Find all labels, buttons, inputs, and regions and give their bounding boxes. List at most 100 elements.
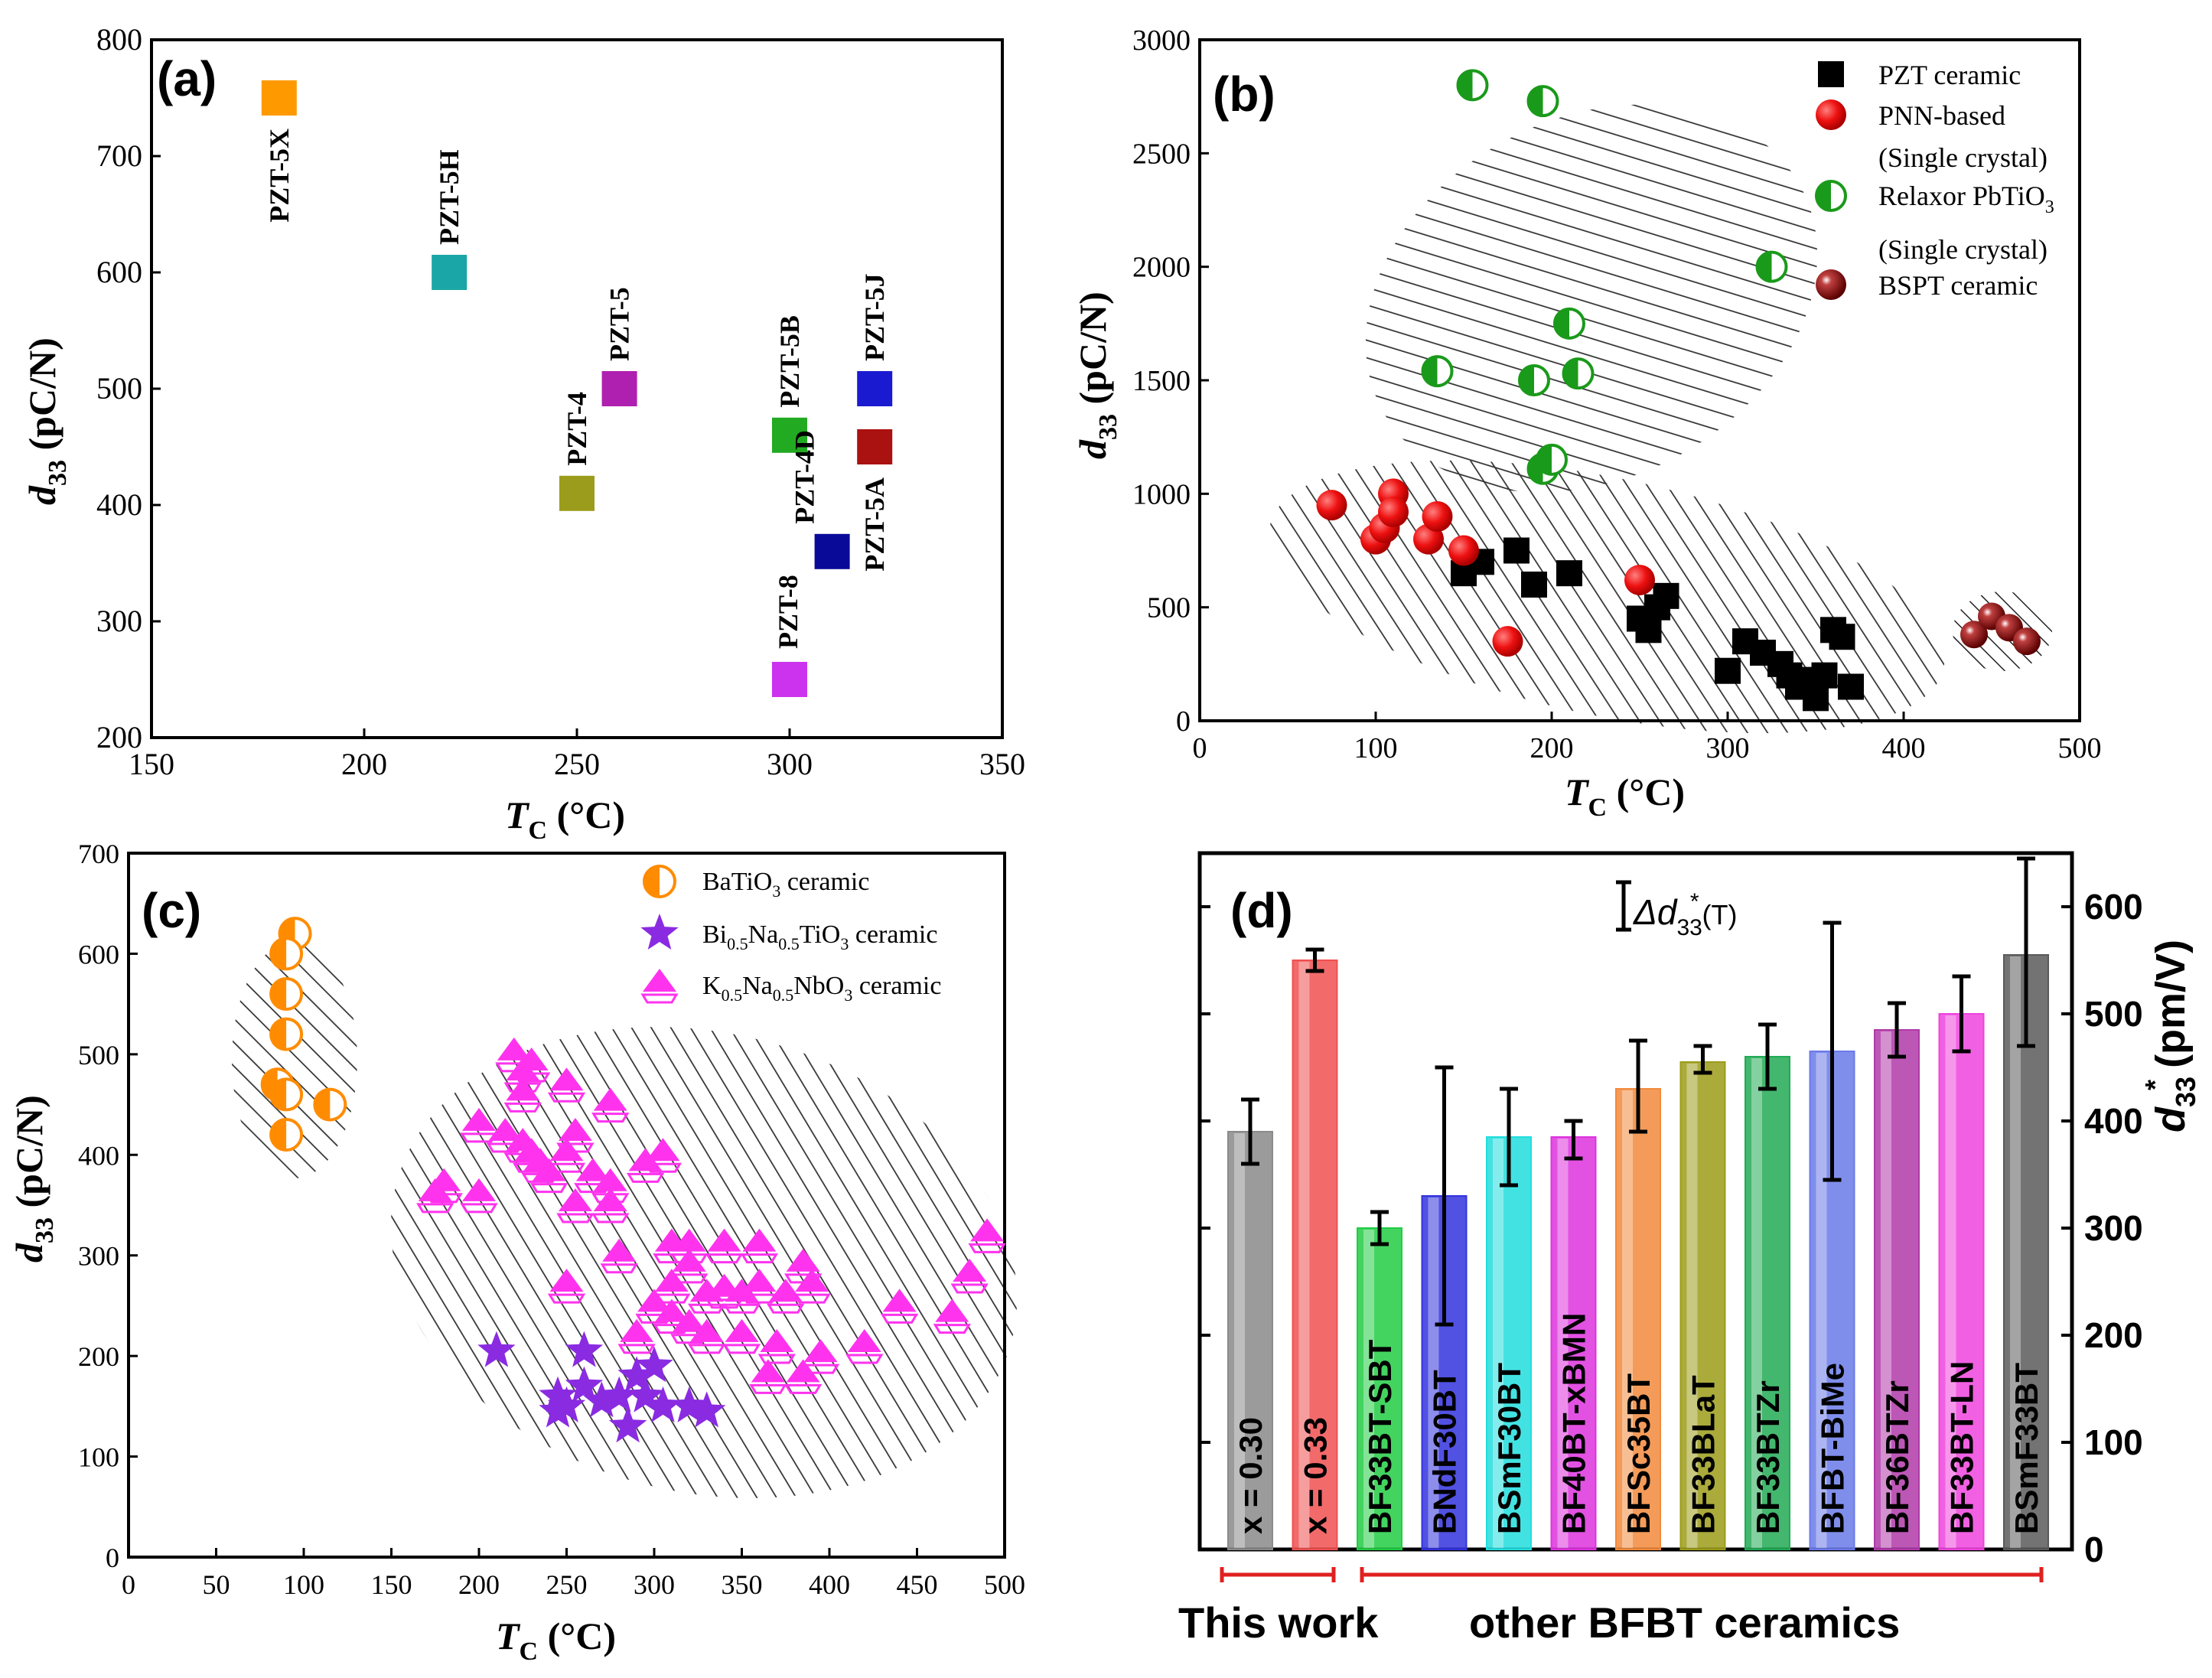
c-bnt-marker xyxy=(539,1391,577,1428)
c-leg3-tail: NbO xyxy=(793,972,844,1000)
a-ytick-label: 600 xyxy=(96,255,142,289)
c-knn-marker xyxy=(591,1087,630,1123)
d-category-label: x = 0.30 xyxy=(1233,1417,1269,1534)
c-knn-marker xyxy=(950,1259,989,1294)
c-leg2-s3: 3 xyxy=(840,934,849,953)
b-legend-pzt-marker xyxy=(1818,61,1844,87)
a-xtick-label: 200 xyxy=(341,747,387,781)
a-ylabel-unit: (pC/N) xyxy=(21,337,64,460)
a-xlabel-main: T xyxy=(505,793,530,836)
b-legend-pnn: PNN-based xyxy=(1878,100,2005,131)
d-category-label: BFBT-BiMe xyxy=(1815,1363,1851,1534)
a-point-label: PZT-4 xyxy=(562,392,592,466)
c-batio3-marker xyxy=(269,1017,304,1051)
c-batio3-marker xyxy=(269,937,304,971)
d-category-label: BF33BTZr xyxy=(1750,1380,1786,1534)
b-legend-relaxor-sub: (Single crystal) xyxy=(1878,234,2047,265)
b-ytick-label: 1500 xyxy=(1132,365,1191,397)
d-bar xyxy=(1357,1227,1402,1550)
a-point-marker xyxy=(559,475,595,511)
panel-c-xlabel: TC (°C) xyxy=(496,1614,616,1666)
d-leg-tail: (T) xyxy=(1702,899,1738,930)
c-knn-marker xyxy=(460,1178,498,1214)
b-pzt-marker xyxy=(1811,662,1838,689)
d-ytick-label: 300 xyxy=(2084,1208,2143,1248)
d-leg-sup: * xyxy=(1690,889,1699,914)
b-hatch-relaxor xyxy=(1365,104,1818,493)
c-bnt-marker xyxy=(688,1391,726,1428)
a-point-label: PZT-5A xyxy=(859,477,890,572)
a-xtick-label: 150 xyxy=(129,747,174,781)
c-leg3-s1: 0.5 xyxy=(722,986,743,1005)
c-ytick-label: 0 xyxy=(106,1543,119,1573)
b-pzt-marker xyxy=(1503,537,1530,564)
c-xtick-label: 0 xyxy=(122,1569,135,1600)
c-knn-marker xyxy=(486,1118,524,1153)
c-knn-marker xyxy=(767,1279,805,1314)
c-bnt-marker xyxy=(547,1386,586,1422)
c-knn-marker xyxy=(574,1158,612,1194)
a-xtick-label: 300 xyxy=(767,747,813,781)
b-legend-bspt-marker xyxy=(1816,269,1846,300)
c-xlabel-unit: (°C) xyxy=(538,1614,616,1657)
a-point-marker xyxy=(857,429,893,464)
d-category-label: x = 0.33 xyxy=(1298,1417,1334,1534)
c-bnt-marker xyxy=(617,1356,656,1393)
a-xlabel-sub: C xyxy=(529,816,548,845)
d-ytick-label: 200 xyxy=(2084,1315,2143,1355)
panel-b-ylabel: d33 (pC/N) xyxy=(1071,292,1122,459)
b-xlabel-sub: C xyxy=(1588,793,1608,822)
panel-d: x = 0.30 x = 0.33 BF33BT-SBT BNdF30BT BSmF30… xyxy=(1178,851,2201,1647)
b-ytick-label: 0 xyxy=(1176,705,1191,738)
b-bspt-marker xyxy=(2013,627,2041,656)
d-bar-highlight xyxy=(1816,1053,1827,1548)
a-xtick-label: 350 xyxy=(979,747,1025,781)
d-leg-main: Δd xyxy=(1633,892,1678,932)
c-xtick-label: 100 xyxy=(283,1569,324,1600)
c-knn-marker xyxy=(556,1188,595,1223)
a-point-marker xyxy=(261,80,297,116)
a-point-label: PZT-5J xyxy=(859,273,890,361)
a-ylabel-sub: 33 xyxy=(44,460,72,486)
d-group-this-work: This work xyxy=(1178,1598,1379,1647)
c-legend-bnt-marker xyxy=(640,914,679,950)
b-xlabel-unit: (°C) xyxy=(1607,771,1685,813)
c-knn-marker xyxy=(722,1279,761,1314)
c-batio3-marker xyxy=(269,1118,304,1152)
d-bar-highlight xyxy=(1622,1090,1633,1548)
b-xtick-label: 100 xyxy=(1354,732,1398,764)
c-knn-marker xyxy=(740,1269,779,1304)
c-knn-marker xyxy=(670,1308,709,1344)
c-bnt-marker xyxy=(582,1381,621,1418)
c-bnt-marker xyxy=(670,1386,709,1422)
c-xtick-label: 50 xyxy=(203,1569,230,1600)
c-ylabel-unit: (pC/N) xyxy=(8,1095,50,1217)
b-xlabel-main: T xyxy=(1565,771,1590,813)
panel-b-tag: (b) xyxy=(1213,67,1275,122)
a-point-label: PZT-5X xyxy=(264,129,295,223)
c-leg1-s1: 3 xyxy=(772,881,780,901)
c-knn-marker xyxy=(670,1228,709,1264)
b-legend-pnn-sub: (Single crystal) xyxy=(1878,142,2047,173)
b-ytick-label: 2000 xyxy=(1132,252,1191,284)
panel-d-ylabel: d33* (pm/V) xyxy=(2139,940,2201,1132)
b-pzt-marker xyxy=(1829,624,1855,650)
c-knn-marker xyxy=(740,1228,779,1264)
c-xtick-label: 250 xyxy=(546,1569,588,1600)
c-knn-marker xyxy=(626,1148,665,1183)
d-category-label: BF40BT-xBMN xyxy=(1556,1313,1592,1534)
b-legend-relaxor-sub3: 3 xyxy=(2045,197,2054,217)
a-point-label: PZT-5H xyxy=(434,149,464,245)
a-point-marker xyxy=(857,371,893,406)
d-ylabel-sup: * xyxy=(2139,1080,2171,1090)
d-bar xyxy=(1745,1056,1790,1550)
c-knn-marker xyxy=(688,1318,726,1354)
b-xtick-label: 300 xyxy=(1706,732,1750,764)
panel-b: 0 500 1000 1500 2000 2500 3000 0 100 200 300 400 50… xyxy=(1071,24,2102,822)
panel-a-xlabel: TC (°C) xyxy=(505,793,625,845)
d-category-label: BF36BTZr xyxy=(1879,1380,1915,1534)
b-legend-bspt: BSPT ceramic xyxy=(1878,270,2038,301)
c-leg3-a: K xyxy=(702,972,722,1000)
b-relaxor-marker xyxy=(1755,250,1788,283)
b-bspt-marker xyxy=(1960,621,1988,649)
